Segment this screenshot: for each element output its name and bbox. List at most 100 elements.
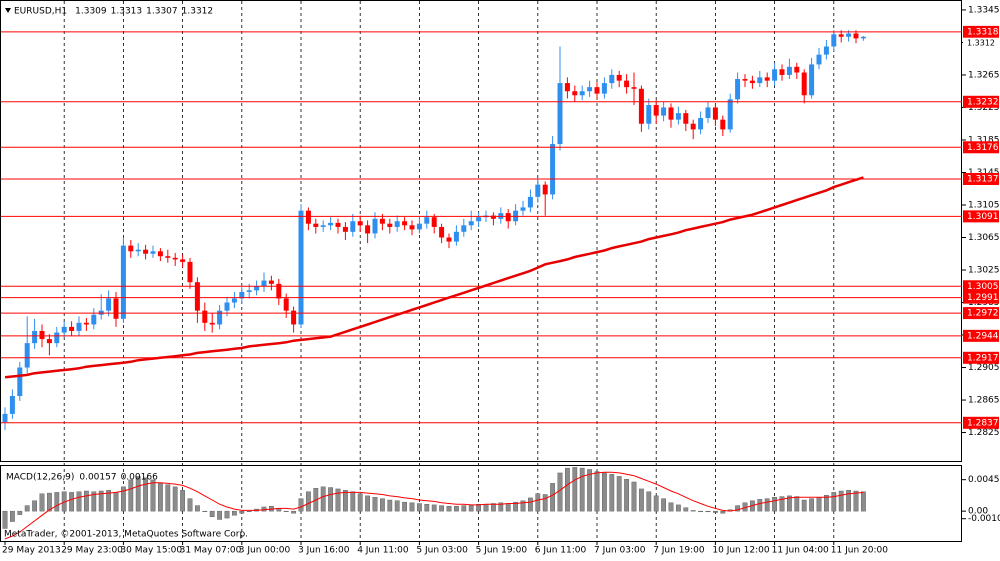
- candle-body: [616, 74, 622, 81]
- macd-bar: [491, 503, 496, 512]
- candle-body: [254, 286, 260, 291]
- macd-bar: [483, 503, 489, 512]
- header-text: 1.3309: [75, 7, 107, 17]
- candle-body: [32, 330, 38, 344]
- macd-bar: [653, 495, 659, 512]
- candle-body: [342, 226, 348, 232]
- macd-bar: [47, 492, 52, 512]
- x-tick-label: 3 Jun 16:00: [298, 546, 350, 556]
- candle-body: [698, 118, 704, 130]
- macd-bar: [594, 471, 600, 512]
- macd-bar: [713, 510, 718, 513]
- y-tick-label: 0.00453: [968, 475, 1000, 485]
- macd-bar: [24, 505, 30, 512]
- candle-body: [239, 291, 245, 299]
- candle-body: [705, 107, 711, 119]
- candle-body: [609, 74, 615, 84]
- candle-body: [217, 310, 223, 325]
- macd-bar: [624, 478, 630, 512]
- overlay: EURUSD,H1 1.3309 1.3313 1.3307 1.3312 MACD(12…: [2, 5, 1000, 555]
- candle-body: [320, 225, 326, 227]
- macd-bar: [535, 493, 541, 512]
- macd-bar: [32, 500, 38, 512]
- candle-body: [335, 222, 341, 227]
- candle-body: [268, 280, 274, 284]
- candle-body: [668, 107, 674, 120]
- macd-bar: [853, 490, 859, 512]
- level-label-box: [963, 141, 999, 154]
- macd-bar: [409, 502, 415, 512]
- candle-body: [572, 91, 578, 96]
- candle-body: [587, 87, 593, 92]
- candle-body: [757, 77, 763, 84]
- level-label: 1.3318: [967, 27, 999, 37]
- candle-body: [394, 221, 400, 227]
- candle-body: [416, 223, 422, 230]
- x-tick-label: 7 Jun 19:00: [653, 546, 705, 556]
- macd-bar: [550, 483, 556, 512]
- macd-bar: [861, 491, 866, 512]
- candle-body: [468, 221, 474, 226]
- macd-bar: [39, 493, 45, 512]
- candle-body: [39, 330, 45, 340]
- macd-bar: [683, 507, 689, 512]
- candle-body: [202, 310, 208, 323]
- x-tick-label: 5 Jun 03:00: [416, 546, 468, 556]
- macd-bar: [2, 510, 8, 529]
- macd-bar: [209, 510, 215, 517]
- level-label: 1.2972: [967, 309, 999, 319]
- candle-body: [76, 322, 82, 331]
- y-tick-label: 1.2825: [968, 428, 1000, 438]
- macd-bar: [83, 490, 89, 512]
- macd-bar: [54, 492, 60, 512]
- macd-bar: [76, 491, 82, 512]
- x-tick-label: 29 May 2013: [2, 546, 61, 556]
- current-price: 1.3312: [967, 38, 995, 47]
- macd-bar: [720, 510, 726, 514]
- macd-bar: [454, 506, 459, 512]
- candle-body: [446, 237, 452, 242]
- candle-body: [801, 72, 807, 96]
- candle-body: [172, 257, 178, 260]
- macd-bar: [217, 510, 222, 520]
- macd-bar: [846, 490, 852, 512]
- macd-bar: [498, 502, 504, 512]
- x-tick-label: 29 May 23:00: [61, 546, 123, 556]
- level-label: 1.3232: [967, 97, 999, 107]
- candle-body: [365, 225, 371, 234]
- level-label-box: [963, 416, 999, 429]
- macd-bar: [283, 510, 289, 512]
- level-label: 1.2991: [967, 293, 999, 303]
- y-tick-label: 1.3185: [968, 135, 1000, 145]
- macd-bar: [439, 505, 444, 512]
- macd-bar: [801, 499, 807, 512]
- candle-body: [379, 218, 385, 224]
- macd-bar: [646, 491, 652, 512]
- macd-bar: [824, 494, 829, 512]
- macd-bar: [187, 498, 193, 512]
- y-tick-label: 1.3265: [968, 70, 1000, 80]
- macd-bar: [468, 504, 474, 512]
- macd-signal: [4, 471, 864, 540]
- macd-bar: [631, 481, 637, 512]
- x-tick-label: 5 Jun 19:00: [476, 546, 528, 556]
- candle-body: [594, 87, 600, 94]
- macd-bar: [91, 491, 97, 512]
- candle-body: [542, 184, 548, 195]
- candle-body: [490, 215, 496, 219]
- level-label: 1.3176: [967, 143, 999, 153]
- x-tick-label: 30 May 15:00: [120, 546, 182, 556]
- macd-bar: [320, 486, 326, 512]
- y-tick-label: 0.00: [968, 507, 988, 517]
- header-text: 1.3307: [146, 7, 178, 17]
- candle-body: [764, 77, 770, 81]
- macd-bar: [676, 504, 681, 512]
- level-label: 1.2944: [967, 331, 999, 341]
- candle-body: [816, 54, 822, 65]
- candle-body: [727, 99, 733, 130]
- candle-body: [9, 395, 15, 414]
- macd-bar: [380, 498, 385, 512]
- macd-bar: [705, 510, 711, 513]
- macd-bar: [172, 486, 178, 512]
- price-pane-frame: [0, 0, 962, 462]
